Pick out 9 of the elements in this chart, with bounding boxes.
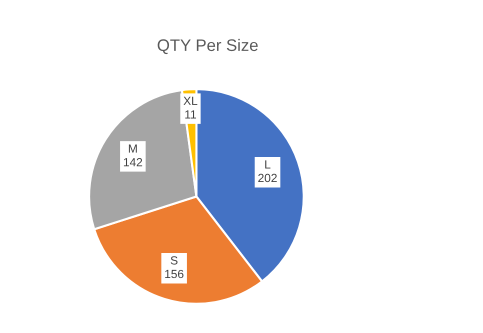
- data-label: 156: [165, 270, 184, 278]
- data-label: 11: [185, 110, 196, 118]
- slice-label: S: [170, 256, 178, 265]
- chart-title: QTY Per Size: [158, 38, 258, 54]
- data-label: 142: [124, 158, 142, 166]
- slice-label: XL: [184, 96, 198, 105]
- data-label: 202: [258, 174, 277, 182]
- slice-label: L: [265, 160, 270, 168]
- slice-label: M: [128, 144, 137, 153]
